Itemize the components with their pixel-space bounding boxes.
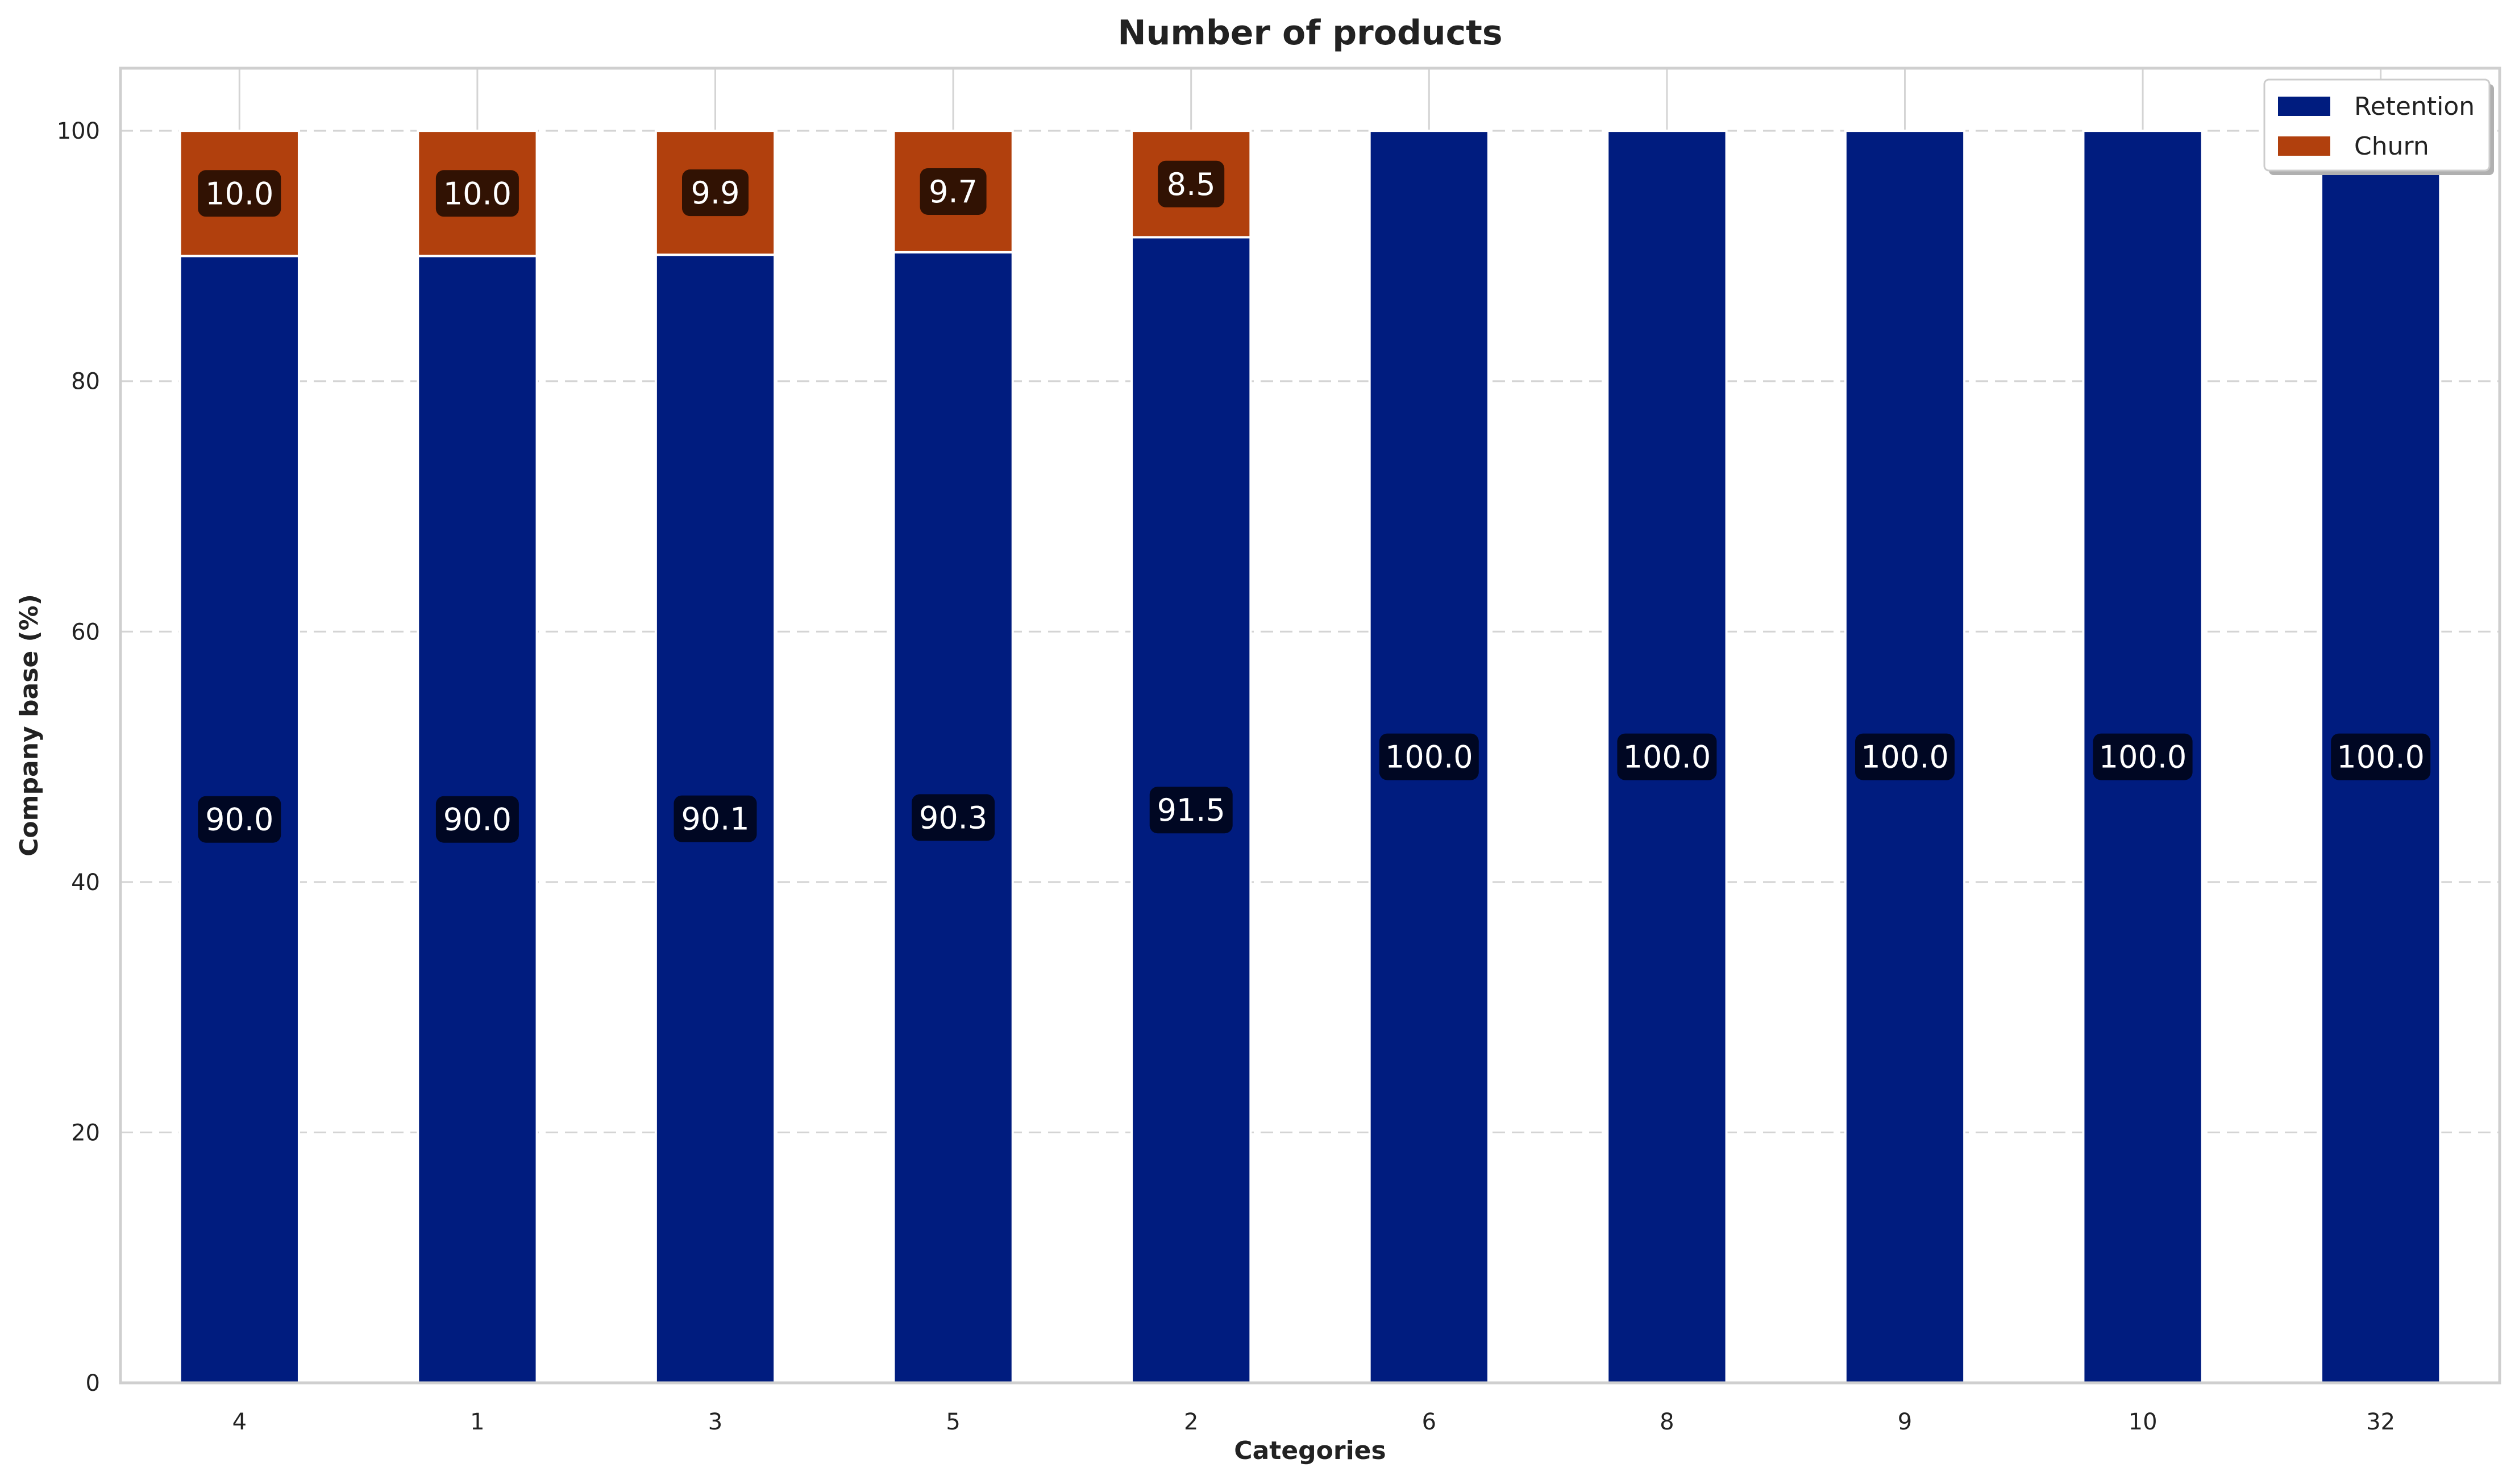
data-label-box: [435, 170, 519, 217]
plot-frame: [119, 66, 2501, 1385]
data-label-retention: 100.0: [1623, 739, 1711, 775]
data-label-churn: 9.9: [691, 175, 740, 211]
x-tick-label: 1: [470, 1409, 484, 1435]
x-tick-label: 5: [946, 1409, 960, 1435]
data-label-box: [1379, 733, 1479, 780]
x-tick-label: 2: [1184, 1409, 1198, 1435]
axes: 0 20 40 60 80 100 4 1 3 5 2 6 8 9 10 32: [57, 118, 2396, 1435]
data-label-retention: 100.0: [1861, 739, 1949, 775]
data-label-box: [435, 796, 519, 843]
y-tick-label: 0: [86, 1370, 100, 1396]
y-tick-label: 100: [57, 118, 100, 144]
data-label-box: [920, 168, 987, 215]
x-tick-label: 32: [2366, 1409, 2395, 1435]
legend-label-churn: Churn: [2354, 132, 2429, 161]
legend-label-retention: Retention: [2354, 92, 2475, 121]
x-tick-label: 8: [1660, 1409, 1674, 1435]
data-label-box: [2331, 733, 2431, 780]
data-label-box: [1149, 787, 1233, 834]
x-axis-title: Categories: [1234, 1436, 1386, 1465]
data-label-retention: 100.0: [2337, 739, 2425, 775]
x-tick-label: 10: [2129, 1409, 2158, 1435]
data-label-retention: 90.3: [919, 800, 987, 835]
data-label-box: [1158, 160, 1225, 207]
legend-swatch-churn: [2278, 136, 2330, 156]
data-label-box: [198, 170, 281, 217]
data-label-churn: 10.0: [443, 176, 512, 211]
data-label-retention: 91.5: [1157, 792, 1225, 828]
data-label-churn: 10.0: [205, 176, 273, 211]
data-label-retention: 90.1: [681, 801, 749, 837]
x-tick-label: 6: [1422, 1409, 1436, 1435]
legend: Retention Churn: [2263, 78, 2494, 175]
data-label-churn: 9.7: [929, 174, 978, 210]
y-axis-title: Company base (%): [15, 594, 44, 857]
x-tick-label: 4: [232, 1409, 247, 1435]
data-label-box: [1617, 733, 1717, 780]
data-label-box: [1855, 733, 1955, 780]
data-label-box: [2093, 733, 2193, 780]
data-label-box: [912, 794, 995, 841]
data-label-retention: 90.0: [443, 802, 512, 838]
data-label-retention: 90.0: [205, 802, 273, 838]
y-tick-label: 20: [71, 1120, 100, 1146]
x-tick-label: 3: [708, 1409, 722, 1435]
data-label-churn: 8.5: [1167, 167, 1216, 202]
data-label-box: [674, 795, 757, 842]
y-tick-label: 80: [71, 369, 100, 395]
data-label-box: [682, 169, 749, 217]
data-label-retention: 100.0: [2099, 739, 2187, 775]
x-tick-label: 9: [1898, 1409, 1912, 1435]
y-tick-label: 60: [71, 619, 100, 645]
y-tick-label: 40: [71, 870, 100, 896]
data-label-retention: 100.0: [1385, 739, 1473, 775]
chart-title: Number of products: [1117, 13, 1502, 53]
data-labels: 90.0 90.0 90.1 90.3 91.5 100.0 100.0 100.0 100.0…: [198, 160, 2431, 843]
data-label-box: [198, 796, 281, 843]
legend-swatch-retention: [2278, 97, 2330, 116]
